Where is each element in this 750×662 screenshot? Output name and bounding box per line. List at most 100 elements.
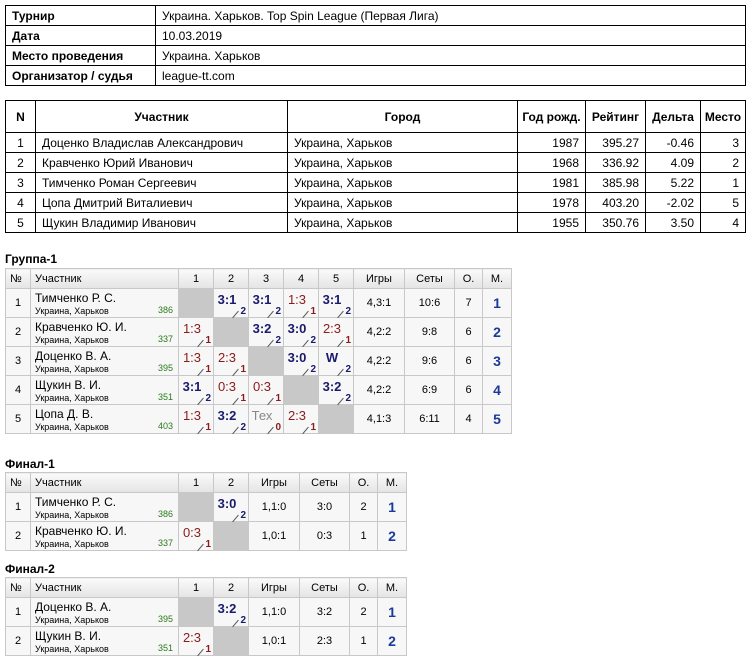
player-cell: Украина, Харьков [287,152,518,173]
player-cell: Цопа Дмитрий Виталиевич [35,192,288,213]
player-city: Украина, Харьков [35,335,109,345]
sets: 6:9 [404,375,455,405]
player-row: 5 Щукин Владимир Иванович Украина, Харьков… [5,212,746,233]
player-cell: 5 [5,212,36,233]
place: 4 [482,375,512,405]
score-cell: 3:1 2 [248,288,284,319]
games: 4,2:2 [353,317,405,347]
score-cell: 3:2 2 [213,404,249,435]
score: 2:3 [217,350,237,365]
diagonal-cell [178,288,214,318]
header-cell: № [5,577,31,598]
player-city: Украина, Харьков [35,510,109,520]
player-rating: 337 [157,538,173,548]
player-cell: 1 [5,132,36,153]
match-points: 2 [275,306,281,317]
player-cell: Доценко Владислав Александрович [35,132,288,153]
score: 3:0 [287,321,307,336]
player-cell: 1968 [517,152,586,173]
group-row: 3 Доценко В. А. Украина, Харьков 395 1:3 1 2:3… [5,346,512,377]
slash [232,514,239,523]
match-points: 1 [345,335,351,346]
player-cell: 5.22 [645,172,701,193]
games: 1,0:1 [248,626,300,656]
participant: Цопа Д. В. Украина, Харьков 403 [30,404,179,434]
match-points: 1 [310,306,316,317]
match-points: 2 [345,364,351,375]
sets: 3:0 [299,492,350,522]
group-row: 2 Кравченко Ю. И. Украина, Харьков 337 0:3 1 1… [5,521,407,552]
header-cell: О. [349,472,378,493]
player-rating: 403 [157,421,173,431]
match-points: 1 [240,364,246,375]
sets: 9:8 [404,317,455,347]
sets: 3:2 [299,597,350,627]
games: 1,0:1 [248,521,300,551]
player-cell: 2 [5,152,36,173]
player-cell: 3.50 [645,212,701,233]
score-cell: 1:3 1 [178,404,214,435]
group-row: 1 Тимченко Р. С. Украина, Харьков 386 3:0 2 1,… [5,492,407,523]
header-cell: Город [287,100,518,133]
sets: 2:3 [299,626,350,656]
score: 0:3 [217,379,237,394]
player-row: 1 Доценко Владислав Александрович Украина,… [5,132,746,153]
header-cell: 2 [213,472,249,493]
group-title: Финал-1 [5,457,55,471]
score-cell: 0:3 1 [213,375,249,406]
header-cell: Год рожд. [517,100,586,133]
score: 2:3 [322,321,342,336]
participant: Щукин В. И. Украина, Харьков 351 [30,375,179,405]
score-cell: 3:0 2 [283,346,319,377]
slash [337,397,344,406]
games: 4,3:1 [353,288,405,318]
match-points: 1 [275,393,281,404]
group-title: Группа-1 [5,252,58,266]
participant: Тимченко Р. С. Украина, Харьков 386 [30,288,179,318]
match-points: 2 [240,306,246,317]
points: 6 [454,317,483,347]
player-cell: Украина, Харьков [287,132,518,153]
player-cell: Кравченко Юрий Иванович [35,152,288,173]
header-row: № Участник 1 2 3 4 5 Игры Сеты О. М. [5,268,512,289]
place: 2 [377,626,407,656]
player-cell: 385.98 [585,172,646,193]
group-row: 5 Цопа Д. В. Украина, Харьков 403 1:3 1 3:2 2 Те… [5,404,512,435]
player-city: Украина, Харьков [35,393,109,403]
header-cell: Участник [30,472,179,493]
player-cell: 4 [700,212,746,233]
slash [197,426,204,435]
header-row: № Участник 1 2 Игры Сеты О. М. [5,472,407,493]
player-cell: 5 [700,192,746,213]
place: 1 [377,597,407,627]
diagonal-cell [248,346,284,376]
slash [302,368,309,377]
header-cell: 1 [178,472,214,493]
group-row: 4 Щукин В. И. Украина, Харьков 351 3:1 2 0:3 1 0… [5,375,512,406]
score-cell: 3:1 2 [178,375,214,406]
games: 4,2:2 [353,346,405,376]
points: 1 [349,626,378,656]
info-table: Турнир Украина. Харьков. Top Spin League … [5,5,746,86]
slash [197,543,204,552]
player-cell: 3 [700,132,746,153]
player-cell: Украина, Харьков [287,172,518,193]
player-name: Щукин В. И. [35,378,102,392]
header-cell: 2 [213,577,249,598]
score-cell: 2:3 1 [318,317,354,348]
header-cell: Сеты [299,577,350,598]
player-city: Украина, Харьков [35,615,109,625]
player-cell: Украина, Харьков [287,212,518,233]
group-row: 1 Тимченко Р. С. Украина, Харьков 386 3:1 2 3:… [5,288,512,319]
info-cell: Место проведения [5,45,156,66]
score: 2:3 [287,408,307,423]
place: 2 [377,521,407,551]
header-cell: 5 [318,268,354,289]
place: 3 [482,346,512,376]
score: 3:0 [217,496,237,511]
match-points: 1 [205,644,211,655]
score-cell: 2:3 1 [283,404,319,435]
points: 1 [349,521,378,551]
header-cell: Сеты [299,472,350,493]
games: 1,1:0 [248,597,300,627]
